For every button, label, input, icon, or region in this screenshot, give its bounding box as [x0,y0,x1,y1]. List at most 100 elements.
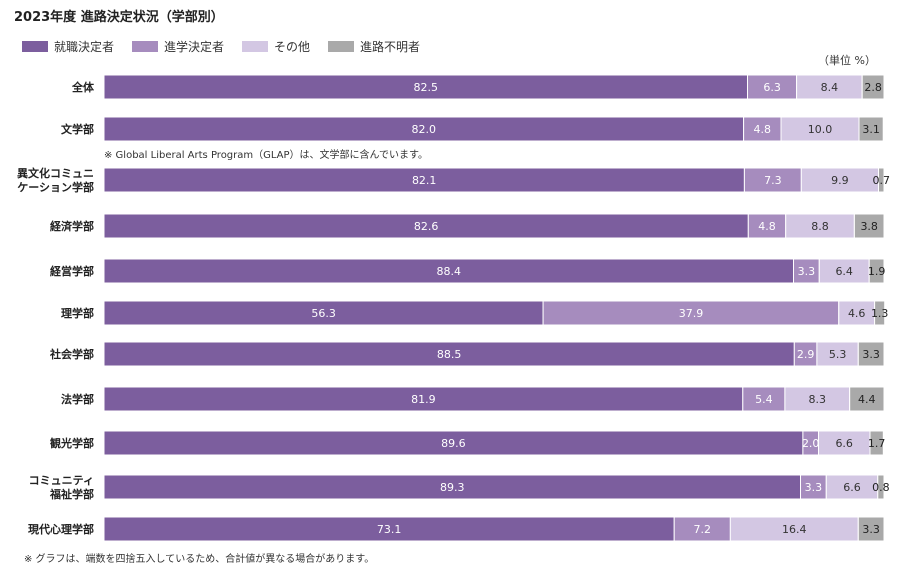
bar-segment-further-study [743,116,782,142]
bar-value-label: 6.4 [835,265,853,278]
bar-value-label: 0.7 [873,174,891,187]
bar-value-label: 3.3 [862,523,880,536]
bar-value-label: 4.8 [754,123,772,136]
legend-item-other: その他 [242,38,310,55]
bar-segment-employed [103,430,804,456]
bar-value-label: 2.9 [797,348,815,361]
bar-segment-employed [103,116,745,142]
bar-value-label: 37.9 [679,307,704,320]
bar-value-label: 5.4 [755,393,773,406]
bar-segment-employed [103,258,794,284]
bar-segment-employed [103,74,748,100]
bar-value-label: 82.0 [412,123,437,136]
bar-value-label: 0.8 [872,481,890,494]
bar-segment-unknown [878,167,885,193]
bar-segment-other [784,386,851,412]
bar-value-label: 6.6 [843,481,861,494]
bar-value-label: 1.9 [868,265,886,278]
bar-value-label: 6.3 [763,81,781,94]
bar-value-label: 5.3 [829,348,847,361]
legend-swatch-other [242,41,269,52]
bar-value-label: 82.1 [412,174,437,187]
legend-item-employed: 就職決定者 [22,38,114,55]
unit-label: （単位 %） [818,54,876,67]
bar-segment-other [818,430,871,456]
bar-value-label: 8.3 [809,393,827,406]
bar-segment-other [785,213,855,239]
bar-segment-other [825,474,879,500]
bar-value-label: 4.4 [858,393,876,406]
bar-segment-unknown [849,386,885,412]
category-label: 社会学部 [49,347,94,361]
category-label: 観光学部 [50,436,94,450]
bar-value-label: 16.4 [782,523,807,536]
bar-value-label: 88.4 [437,265,462,278]
bar-value-label: 6.6 [835,437,853,450]
bar-segment-further-study [743,167,802,193]
bar-segment-unknown [869,430,884,456]
bar-value-label: 89.6 [441,437,466,450]
category-label: 理学部 [61,306,94,320]
bar-value-label: 3.3 [805,481,823,494]
category-label: 経営学部 [50,264,94,278]
legend-label-further-study: 進学決定者 [164,40,225,54]
category-label: 法学部 [61,392,94,406]
glap-note: ※ Global Liberal Arts Program（GLAP）は、文学部… [104,150,429,161]
bar-segment-employed [103,300,544,326]
rounding-note: ※ グラフは、端数を四捨五入しているため、合計値が異なる場合があります。 [24,554,375,565]
bar-value-label: 3.1 [862,123,880,136]
chart-title: 2023年度 進路決定状況（学部別） [14,10,224,25]
category-label: 全体 [71,80,95,94]
legend-item-unknown: 進路不明者 [328,38,420,55]
bar-segment-employed [103,516,675,542]
bar-segment-unknown [868,258,885,284]
bar-value-label: 82.5 [414,81,439,94]
bar-value-label: 7.3 [764,174,782,187]
bar-segment-unknown [857,341,885,367]
bar-value-label: 82.6 [414,220,439,233]
legend-item-further-study: 進学決定者 [132,38,224,55]
bar-value-label: 1.7 [868,437,886,450]
bar-segment-other [796,74,863,100]
category-label: 異文化コミュニケーション学部 [17,166,94,194]
bar-segment-other [816,341,859,367]
bar-value-label: 89.3 [440,481,465,494]
bar-value-label: 73.1 [377,523,402,536]
bar-value-label: 4.6 [848,307,866,320]
bar-segment-unknown [874,300,886,326]
bar-segment-other [780,116,860,142]
chart-legend: 就職決定者 進学決定者 その他 進路不明者 [22,38,420,55]
bar-segment-further-study [742,386,786,412]
category-label: コミュニティ福祉学部 [29,474,94,501]
bar-value-label: 3.8 [860,220,878,233]
bar-segment-further-study [793,258,820,284]
legend-label-other: その他 [274,40,311,54]
bar-value-label: 9.9 [831,174,849,187]
bar-segment-unknown [853,213,885,239]
bar-value-label: 7.2 [694,523,712,536]
legend-label-employed: 就職決定者 [54,40,115,54]
category-label: 経済学部 [50,219,94,233]
bar-value-label: 2.0 [802,437,820,450]
bar-value-label: 8.4 [821,81,839,94]
bar-value-label: 88.5 [437,348,462,361]
bar-value-label: 3.3 [862,348,880,361]
bar-segment-unknown [861,74,885,100]
bar-segment-further-study [747,74,798,100]
bar-segment-unknown [857,516,885,542]
bar-segment-other [838,300,876,326]
bar-value-label: 56.3 [311,307,336,320]
bar-segment-employed [103,474,801,500]
bar-value-label: 1.3 [871,307,889,320]
bar-value-label: 3.3 [798,265,816,278]
bar-value-label: 2.8 [864,81,882,94]
bar-value-label: 8.8 [811,220,829,233]
bar-segment-unknown [858,116,884,142]
bar-value-label: 81.9 [411,393,436,406]
bar-segment-employed [103,167,745,193]
bar-segment-unknown [877,474,885,500]
bar-segment-other [800,167,879,193]
legend-swatch-employed [22,41,48,52]
category-label: 現代心理学部 [28,522,94,536]
